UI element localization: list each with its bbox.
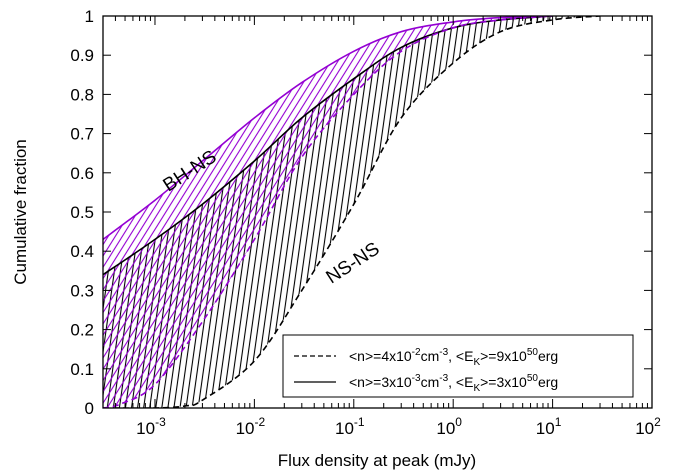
legend: <n>=4x10-2cm-3, <EK>=9x1050erg <n>=3x10-… [283,335,633,397]
y-tick-label: 0.9 [70,46,94,65]
x-tick-label: 101 [536,415,562,438]
x-tick-label: 10-3 [136,415,166,438]
y-tick-label: 0 [85,399,94,418]
y-tick-label: 0.2 [70,321,94,340]
y-tick-label: 0.8 [70,85,94,104]
y-tick-label: 0.1 [70,360,94,379]
y-tick-label: 0.7 [70,125,94,144]
y-tick-label: 0.3 [70,281,94,300]
annotation-nsns: NS-NS [322,238,383,288]
y-tick-label: 1 [85,7,94,26]
y-tick-label: 0.6 [70,164,94,183]
x-tick-label: 10-2 [236,415,266,438]
y-tick-label: 0.4 [70,242,94,261]
x-axis-label: Flux density at peak (mJy) [278,451,476,470]
x-tick-label: 102 [635,415,661,438]
x-tick-label: 10-1 [335,415,365,438]
y-tick-label: 0.5 [70,203,94,222]
y-axis-label: Cumulative fraction [11,139,30,285]
x-tick-label: 100 [436,415,462,438]
